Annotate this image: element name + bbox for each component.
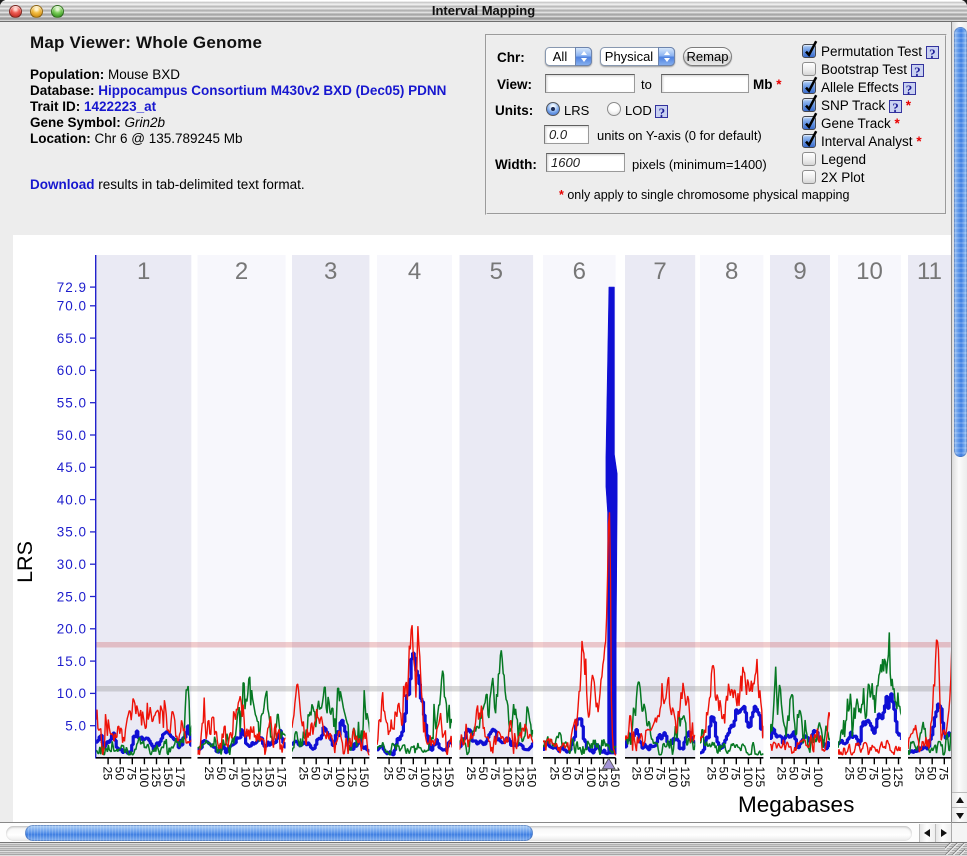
- svg-text:50: 50: [717, 767, 731, 781]
- svg-text:LRS: LRS: [13, 541, 37, 583]
- svg-text:100: 100: [500, 767, 514, 788]
- svg-text:60.0: 60.0: [57, 363, 87, 378]
- svg-text:75: 75: [572, 767, 586, 781]
- svg-text:150: 150: [263, 767, 277, 788]
- svg-text:50: 50: [476, 767, 490, 781]
- svg-text:75: 75: [321, 767, 335, 781]
- svg-text:125: 125: [345, 767, 359, 788]
- svg-text:55.0: 55.0: [57, 396, 87, 411]
- svg-text:50: 50: [787, 767, 801, 781]
- svg-text:50: 50: [309, 767, 323, 781]
- svg-text:100: 100: [666, 767, 680, 788]
- svg-text:11: 11: [917, 258, 942, 285]
- svg-text:125: 125: [250, 767, 264, 788]
- svg-text:125: 125: [512, 767, 526, 788]
- svg-text:100: 100: [137, 767, 151, 788]
- svg-text:150: 150: [357, 767, 371, 788]
- svg-text:35.0: 35.0: [57, 525, 87, 540]
- svg-text:25: 25: [630, 767, 644, 781]
- svg-text:25: 25: [843, 767, 857, 781]
- svg-text:150: 150: [442, 767, 456, 788]
- svg-text:5: 5: [490, 258, 503, 285]
- svg-text:25: 25: [101, 767, 115, 781]
- svg-text:125: 125: [753, 767, 767, 788]
- svg-text:75: 75: [867, 767, 881, 781]
- svg-text:15.0: 15.0: [57, 654, 87, 669]
- svg-text:6: 6: [573, 258, 586, 285]
- svg-text:25: 25: [382, 767, 396, 781]
- svg-text:7: 7: [653, 258, 666, 285]
- svg-text:175: 175: [173, 767, 187, 788]
- svg-text:125: 125: [891, 767, 905, 788]
- svg-text:25: 25: [705, 767, 719, 781]
- svg-text:75: 75: [729, 767, 743, 781]
- svg-text:50.0: 50.0: [57, 428, 87, 443]
- svg-text:10.0: 10.0: [57, 686, 87, 701]
- svg-text:150: 150: [608, 767, 622, 788]
- svg-text:125: 125: [596, 767, 610, 788]
- svg-text:25: 25: [548, 767, 562, 781]
- svg-text:150: 150: [525, 767, 539, 788]
- svg-text:50: 50: [214, 767, 228, 781]
- svg-text:75: 75: [799, 767, 813, 781]
- svg-text:100: 100: [811, 767, 825, 788]
- svg-text:100: 100: [584, 767, 598, 788]
- svg-text:72.9: 72.9: [57, 280, 87, 295]
- svg-text:125: 125: [149, 767, 163, 788]
- svg-text:4: 4: [408, 258, 421, 285]
- svg-text:10: 10: [856, 258, 883, 285]
- svg-text:100: 100: [879, 767, 893, 788]
- svg-text:50: 50: [113, 767, 127, 781]
- svg-text:30.0: 30.0: [57, 557, 87, 572]
- svg-text:8: 8: [725, 258, 738, 285]
- svg-text:50: 50: [394, 767, 408, 781]
- svg-text:100: 100: [418, 767, 432, 788]
- svg-text:125: 125: [430, 767, 444, 788]
- svg-text:25: 25: [913, 767, 927, 781]
- svg-text:25: 25: [202, 767, 216, 781]
- svg-text:50: 50: [560, 767, 574, 781]
- svg-text:25: 25: [297, 767, 311, 781]
- svg-text:20.0: 20.0: [57, 622, 87, 637]
- svg-text:65.0: 65.0: [57, 331, 87, 346]
- svg-text:25.0: 25.0: [57, 589, 87, 604]
- svg-text:100: 100: [333, 767, 347, 788]
- svg-text:75: 75: [226, 767, 240, 781]
- svg-text:75: 75: [488, 767, 502, 781]
- svg-text:3: 3: [324, 258, 337, 285]
- svg-text:2: 2: [235, 258, 248, 285]
- svg-text:5.0: 5.0: [65, 719, 87, 734]
- svg-text:Megabases: Megabases: [738, 792, 854, 817]
- svg-text:50: 50: [642, 767, 656, 781]
- svg-text:75: 75: [406, 767, 420, 781]
- svg-text:70.0: 70.0: [57, 299, 87, 314]
- svg-text:100: 100: [238, 767, 252, 788]
- svg-text:175: 175: [275, 767, 289, 788]
- svg-text:45.0: 45.0: [57, 460, 87, 475]
- svg-text:100: 100: [741, 767, 755, 788]
- svg-text:150: 150: [161, 767, 175, 788]
- svg-text:75: 75: [654, 767, 668, 781]
- svg-text:40.0: 40.0: [57, 492, 87, 507]
- svg-text:25: 25: [775, 767, 789, 781]
- svg-text:1: 1: [137, 258, 150, 285]
- svg-text:125: 125: [678, 767, 692, 788]
- svg-text:50: 50: [925, 767, 939, 781]
- svg-text:25: 25: [464, 767, 478, 781]
- svg-text:50: 50: [855, 767, 869, 781]
- svg-text:9: 9: [793, 258, 806, 285]
- svg-text:75: 75: [937, 767, 951, 781]
- svg-text:75: 75: [125, 767, 139, 781]
